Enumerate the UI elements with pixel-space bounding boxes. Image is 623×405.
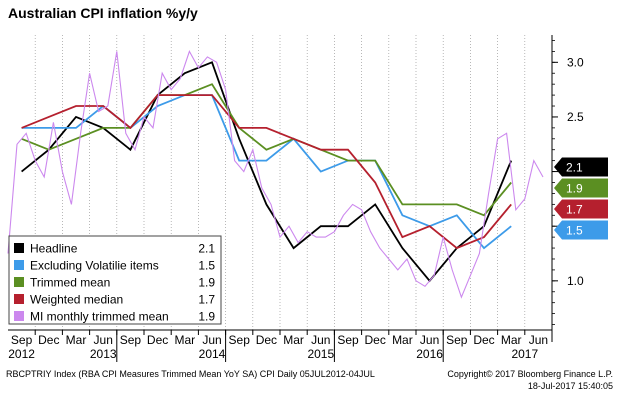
legend-swatch bbox=[14, 294, 24, 304]
x-tick-label: Dec bbox=[38, 333, 59, 347]
last-value-tag-bg bbox=[554, 220, 608, 240]
x-tick-label: Jun bbox=[420, 333, 439, 347]
last-value-tags: 2.1 1.9 1.7 1.5 bbox=[554, 157, 608, 240]
last-value-tag-bg bbox=[554, 178, 608, 198]
series-line-4 bbox=[7, 50, 544, 299]
x-tick-label: Sep bbox=[229, 333, 251, 347]
y-tick-label: 3.0 bbox=[567, 55, 584, 69]
y-tick-label: 2.5 bbox=[567, 110, 584, 124]
year-label: 2015 bbox=[307, 347, 334, 361]
last-value-tag: 1.7 bbox=[566, 203, 583, 217]
legend-value: 1.7 bbox=[198, 293, 215, 307]
legend-label: MI monthly trimmed mean bbox=[30, 310, 169, 324]
x-tick-label: Dec bbox=[473, 333, 494, 347]
year-label: 2017 bbox=[511, 347, 538, 361]
year-label: 2013 bbox=[90, 347, 117, 361]
x-tick-label: Mar bbox=[66, 333, 87, 347]
series-line-3 bbox=[21, 94, 512, 250]
legend-label: Trimmed mean bbox=[30, 276, 110, 290]
last-value-tag: 1.5 bbox=[566, 224, 583, 238]
x-tick-label: Dec bbox=[256, 333, 277, 347]
legend-swatch bbox=[14, 243, 24, 253]
x-tick-label: Sep bbox=[11, 333, 33, 347]
legend-value: 2.1 bbox=[198, 242, 215, 256]
footer-timestamp: 18-Jul-2017 15:40:05 bbox=[527, 381, 613, 391]
x-tick-label: Mar bbox=[501, 333, 522, 347]
last-value-tag-bg bbox=[554, 199, 608, 219]
year-label: 2016 bbox=[416, 347, 443, 361]
x-tick-label: Jun bbox=[311, 333, 330, 347]
legend-value: 1.9 bbox=[198, 310, 215, 324]
x-tick-label: Sep bbox=[446, 333, 468, 347]
x-tick-label: Mar bbox=[283, 333, 304, 347]
x-tick-label: Dec bbox=[147, 333, 168, 347]
last-value-tag: 1.9 bbox=[566, 182, 583, 196]
footer-source: RBCPTRIY Index (RBA CPI Measures Trimmed… bbox=[6, 369, 375, 379]
legend-value: 1.5 bbox=[198, 259, 215, 273]
axis-layer: 1.01.52.02.53.0SepDecMarJunSepDecMarJunS… bbox=[8, 35, 584, 362]
series-layer bbox=[7, 50, 544, 299]
series-line-2 bbox=[21, 83, 512, 217]
x-tick-label: Jun bbox=[202, 333, 221, 347]
legend-swatch bbox=[14, 311, 24, 321]
x-tick-label: Mar bbox=[392, 333, 413, 347]
x-tick-label: Jun bbox=[529, 333, 548, 347]
last-value-tag-bg bbox=[554, 157, 608, 177]
x-tick-label: Sep bbox=[120, 333, 142, 347]
legend-value: 1.9 bbox=[198, 276, 215, 290]
footer-copyright: Copyright© 2017 Bloomberg Finance L.P. bbox=[447, 369, 613, 379]
legend-swatch bbox=[14, 260, 24, 270]
legend-label: Weighted median bbox=[30, 293, 123, 307]
x-tick-label: Sep bbox=[337, 333, 359, 347]
chart-title: Australian CPI inflation %y/y bbox=[8, 5, 198, 21]
x-tick-label: Jun bbox=[94, 333, 113, 347]
year-label: 2014 bbox=[199, 347, 226, 361]
legend-label: Headline bbox=[30, 242, 78, 256]
legend: Headline 2.1 Excluding Volatilie items 1.5 T… bbox=[8, 235, 222, 325]
series-line-1 bbox=[21, 94, 512, 250]
x-tick-label: Dec bbox=[365, 333, 386, 347]
legend-swatch bbox=[14, 277, 24, 287]
last-value-tag: 2.1 bbox=[566, 161, 583, 175]
legend-label: Excluding Volatilie items bbox=[30, 259, 159, 273]
legend-box bbox=[8, 235, 222, 325]
y-tick-label: 1.0 bbox=[567, 274, 584, 288]
year-label: 2012 bbox=[8, 347, 35, 361]
x-tick-label: Mar bbox=[174, 333, 195, 347]
